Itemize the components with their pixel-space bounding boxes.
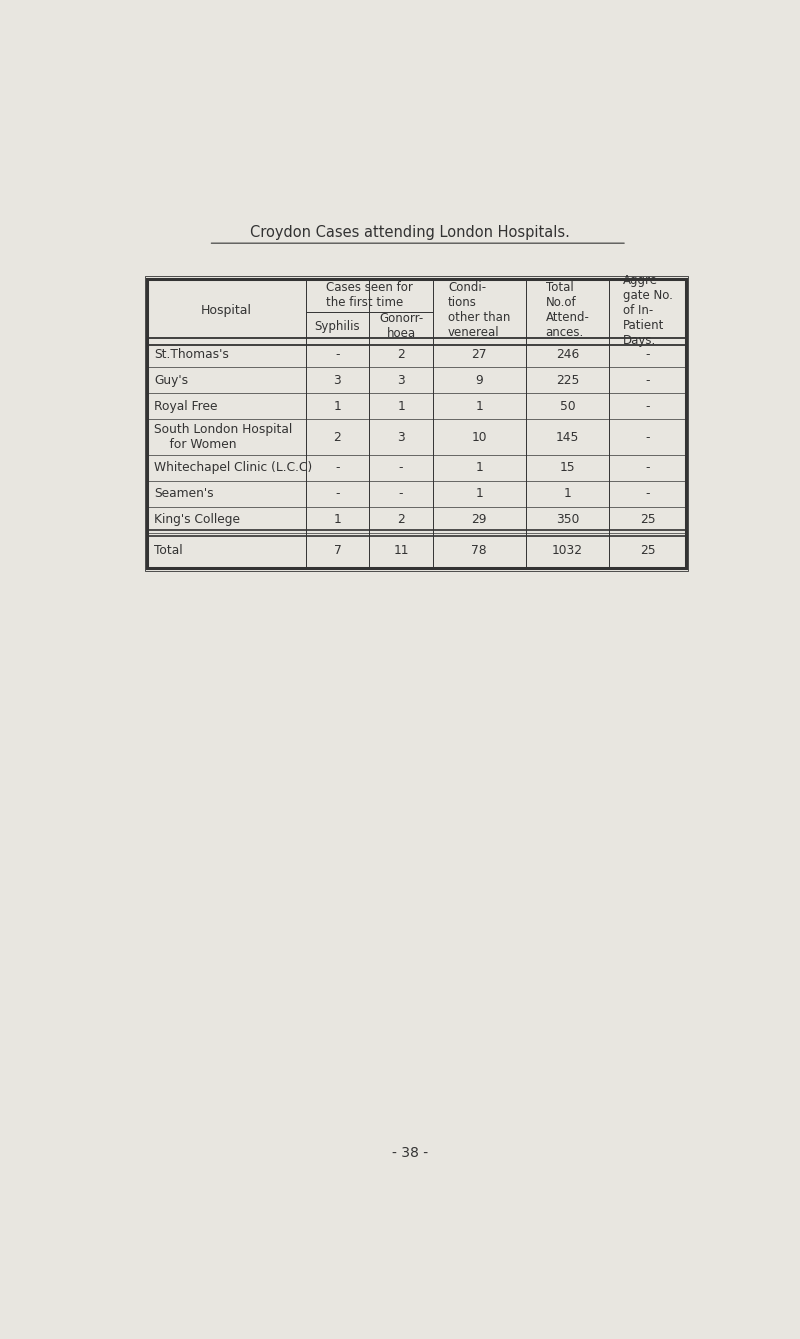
Text: -: -: [399, 487, 403, 501]
Text: 50: 50: [560, 400, 575, 412]
Text: Royal Free: Royal Free: [154, 400, 218, 412]
Text: King's College: King's College: [154, 513, 240, 526]
Text: -: -: [646, 400, 650, 412]
Text: Whitechapel Clinic (L.C.C): Whitechapel Clinic (L.C.C): [154, 461, 312, 474]
Text: 25: 25: [640, 513, 655, 526]
Text: Cases seen for
the first time: Cases seen for the first time: [326, 281, 413, 309]
Text: 3: 3: [398, 374, 405, 387]
Text: 15: 15: [560, 461, 575, 474]
Text: Guy's: Guy's: [154, 374, 188, 387]
Text: 225: 225: [556, 374, 579, 387]
Text: Hospital: Hospital: [201, 304, 251, 317]
Text: 11: 11: [394, 544, 409, 557]
Text: 246: 246: [556, 348, 579, 360]
Text: 3: 3: [398, 431, 405, 443]
Text: 1: 1: [475, 487, 483, 501]
Text: -: -: [335, 348, 340, 360]
Text: -: -: [646, 431, 650, 443]
Text: Total: Total: [154, 544, 182, 557]
Text: 1: 1: [475, 461, 483, 474]
Text: Condi-
tions
other than
venereal: Condi- tions other than venereal: [448, 281, 510, 339]
Text: Total
No.of
Attend-
ances.: Total No.of Attend- ances.: [546, 281, 590, 339]
Text: Aggre-
gate No.
of In-
Patient
Days.: Aggre- gate No. of In- Patient Days.: [622, 273, 673, 347]
Text: 1: 1: [398, 400, 405, 412]
Text: 2: 2: [398, 513, 405, 526]
Text: - 38 -: - 38 -: [392, 1146, 428, 1160]
Text: 1: 1: [475, 400, 483, 412]
Text: -: -: [646, 348, 650, 360]
Text: 29: 29: [471, 513, 487, 526]
Text: -: -: [335, 461, 340, 474]
Text: 3: 3: [334, 374, 342, 387]
Text: St.Thomas's: St.Thomas's: [154, 348, 229, 360]
Text: 2: 2: [398, 348, 405, 360]
Text: -: -: [646, 374, 650, 387]
Text: -: -: [646, 461, 650, 474]
Text: Seamen's: Seamen's: [154, 487, 214, 501]
Text: 1: 1: [334, 400, 342, 412]
Text: Gonorr-
hoea: Gonorr- hoea: [379, 312, 423, 340]
Text: 2: 2: [334, 431, 342, 443]
Text: 145: 145: [556, 431, 579, 443]
Text: 1: 1: [334, 513, 342, 526]
Text: -: -: [399, 461, 403, 474]
Text: 10: 10: [471, 431, 487, 443]
Text: 350: 350: [556, 513, 579, 526]
Text: 7: 7: [334, 544, 342, 557]
Text: 78: 78: [471, 544, 487, 557]
Text: -: -: [646, 487, 650, 501]
Text: -: -: [335, 487, 340, 501]
Text: 9: 9: [475, 374, 483, 387]
Text: 25: 25: [640, 544, 655, 557]
Text: South London Hospital
    for Women: South London Hospital for Women: [154, 423, 292, 451]
Text: 1032: 1032: [552, 544, 583, 557]
Text: Syphilis: Syphilis: [314, 320, 360, 333]
Text: 1: 1: [564, 487, 571, 501]
Text: Croydon Cases attending London Hospitals.: Croydon Cases attending London Hospitals…: [250, 225, 570, 240]
Text: 27: 27: [471, 348, 487, 360]
